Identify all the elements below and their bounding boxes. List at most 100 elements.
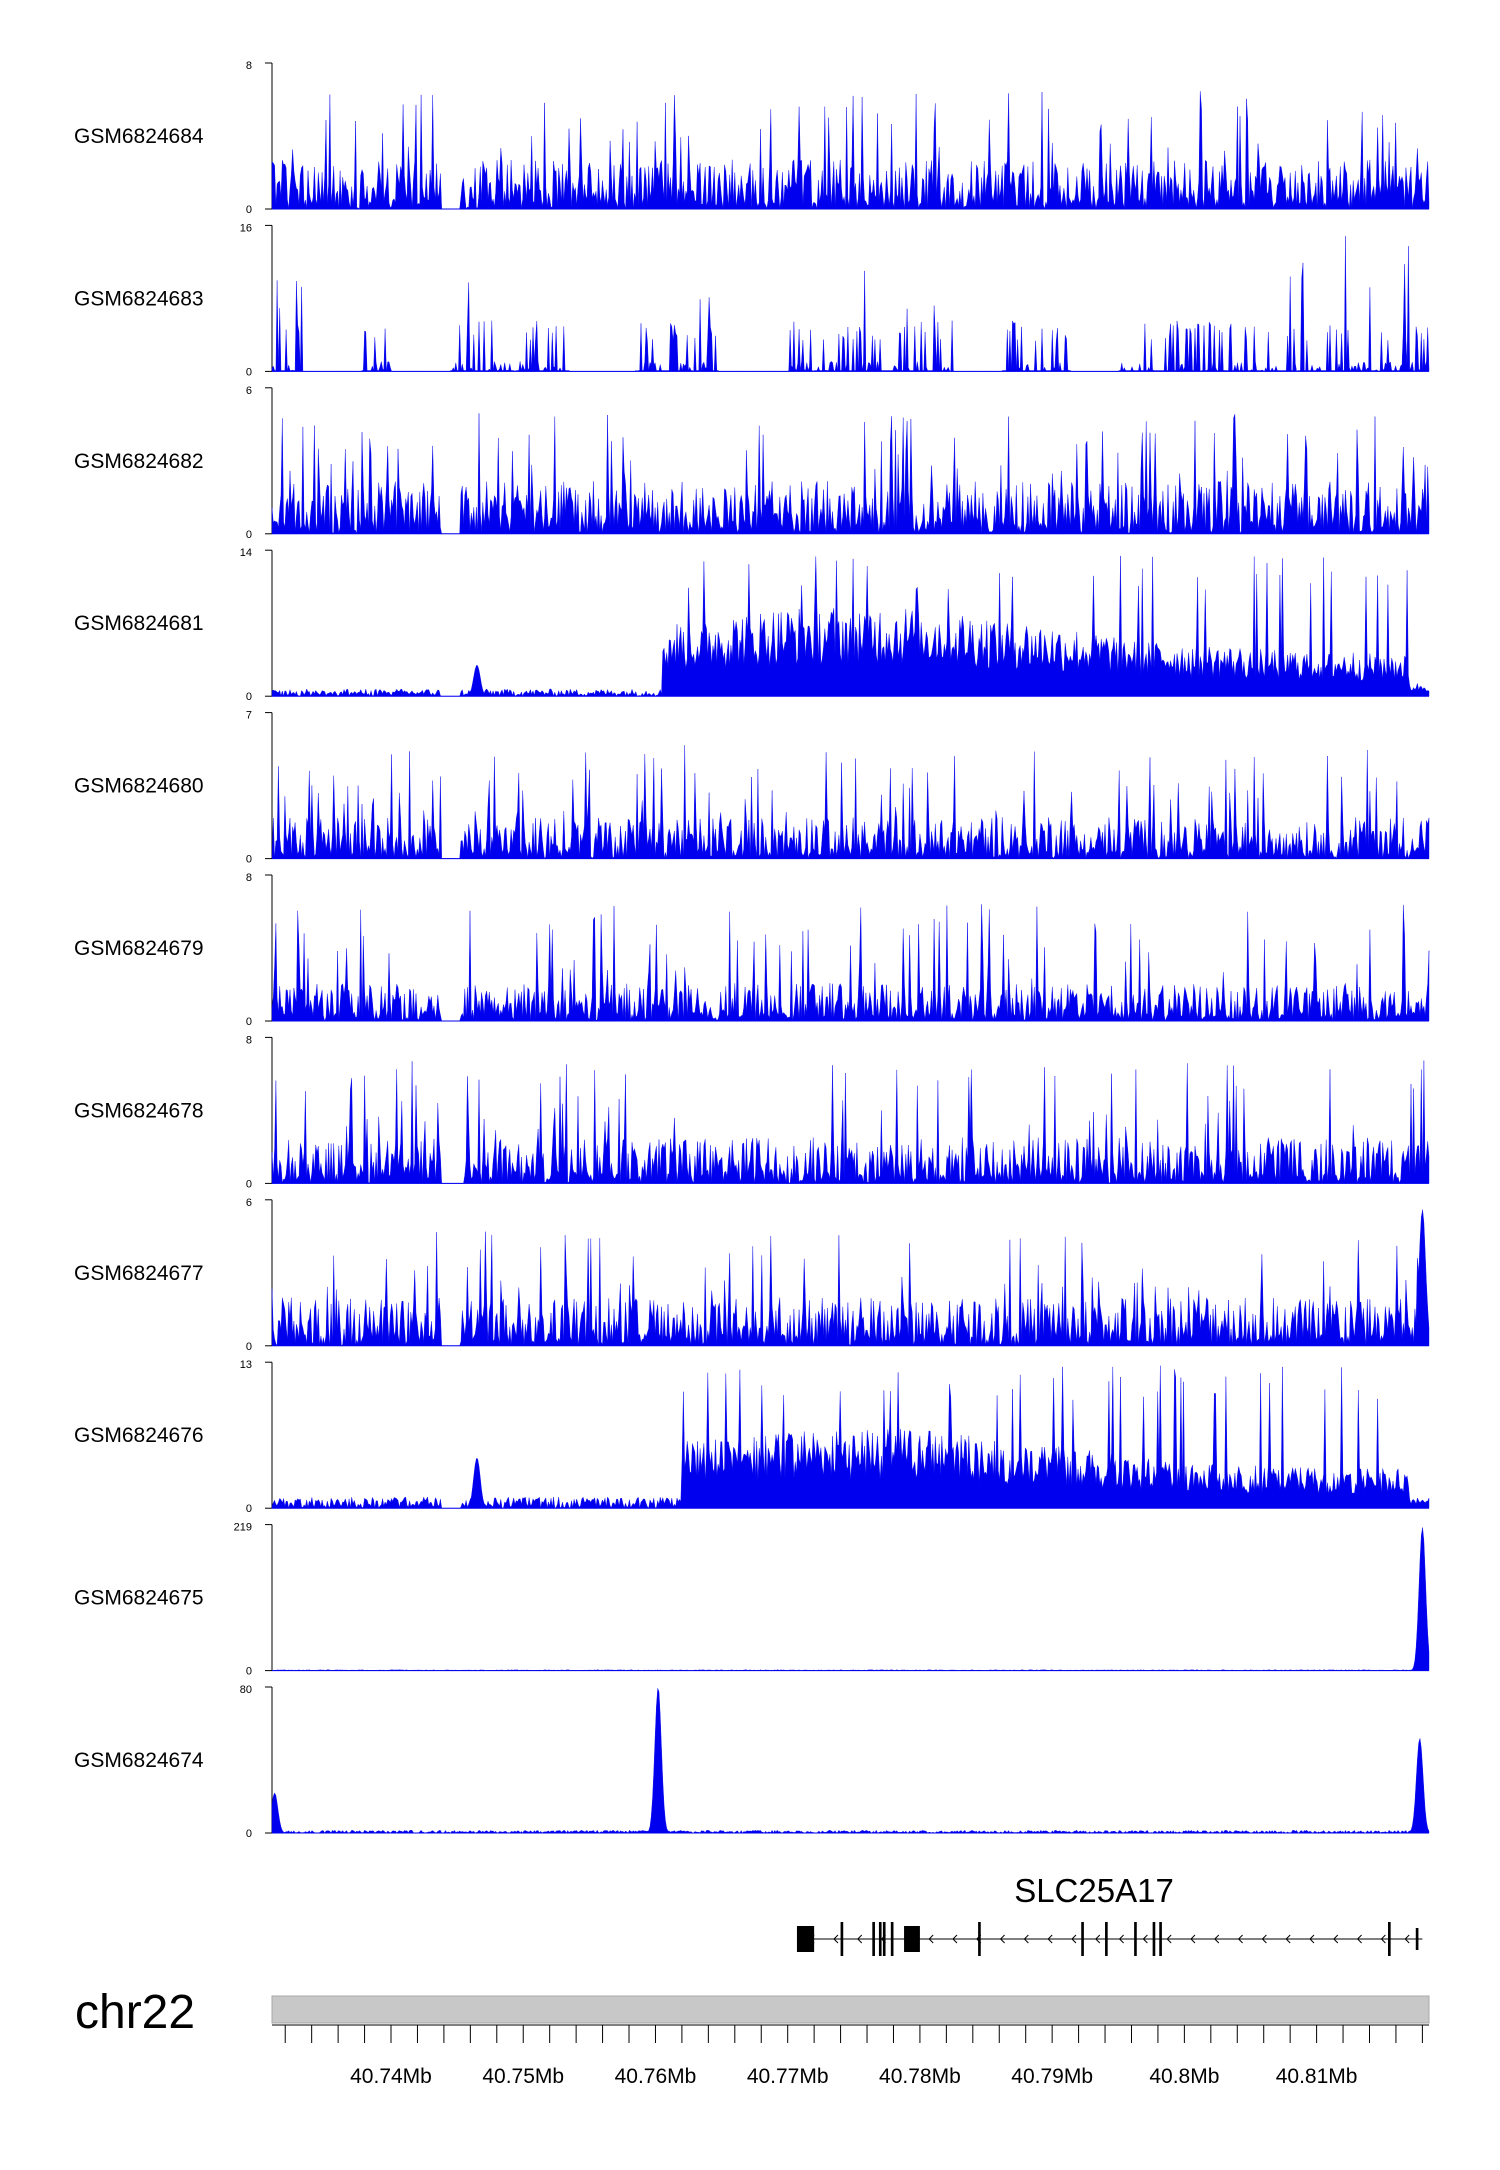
gene-exon xyxy=(840,1922,844,1956)
y-min-label: 0 xyxy=(246,1666,252,1678)
strand-arrow xyxy=(1404,1934,1410,1944)
axis-tick-label: 40.75Mb xyxy=(482,2065,564,2088)
y-max-label: 16 xyxy=(240,222,252,234)
coverage-area xyxy=(271,555,1430,697)
y-min-label: 0 xyxy=(246,1016,252,1028)
strand-arrow xyxy=(857,1934,863,1944)
strand-arrow xyxy=(1214,1934,1220,1944)
track-name-label: GSM6824682 xyxy=(74,450,204,473)
y-max-label: 6 xyxy=(246,385,252,397)
axis-tick-label: 40.77Mb xyxy=(747,2065,829,2088)
genome-axis: chr22 40.74Mb 40.75Mb 40.76Mb 40.77Mb 40.78M… xyxy=(75,1986,1430,2088)
coverage-tracks: GSM682468480GSM6824683160GSM682468260GSM… xyxy=(74,60,1430,1840)
strand-arrow xyxy=(1237,1934,1243,1944)
strand-arrow xyxy=(1190,1934,1196,1944)
track: GSM6824684 8 0 xyxy=(74,60,1430,216)
gene-exon xyxy=(1081,1922,1084,1956)
track: GSM6824674 80 0 xyxy=(74,1684,1430,1840)
track: GSM6824680 7 0 xyxy=(74,710,1430,866)
gene-exon xyxy=(878,1922,882,1956)
track-name-label: GSM6824681 xyxy=(74,612,204,635)
axis-tick-label: 40.74Mb xyxy=(350,2065,432,2088)
coverage-area xyxy=(271,91,1430,210)
y-max-label: 8 xyxy=(246,60,252,72)
gene-exon xyxy=(890,1922,894,1956)
track: GSM6824676 13 0 xyxy=(74,1359,1430,1515)
track: GSM6824677 6 0 xyxy=(74,1197,1430,1353)
track-name-label: GSM6824675 xyxy=(74,1587,204,1610)
y-max-label: 13 xyxy=(240,1359,252,1371)
track-name-label: GSM6824676 xyxy=(74,1424,204,1447)
strand-arrow xyxy=(1047,1934,1053,1944)
y-max-label: 8 xyxy=(246,872,252,884)
track-name-label: GSM6824678 xyxy=(74,1099,204,1122)
gene-exon xyxy=(1159,1922,1162,1956)
track-name-label: GSM6824677 xyxy=(74,1262,204,1285)
track: GSM6824678 8 0 xyxy=(74,1034,1430,1190)
y-max-label: 8 xyxy=(246,1034,252,1046)
coverage-area xyxy=(271,1527,1430,1671)
strand-arrow xyxy=(952,1934,958,1944)
gene-label: SLC25A17 xyxy=(1014,1872,1174,1909)
coverage-area xyxy=(271,745,1430,860)
coverage-area xyxy=(271,1365,1430,1509)
strand-arrow xyxy=(1380,1934,1386,1944)
y-min-label: 0 xyxy=(246,1503,252,1515)
strand-arrow xyxy=(928,1934,934,1944)
track-name-label: GSM6824679 xyxy=(74,937,204,960)
y-min-label: 0 xyxy=(246,854,252,866)
gene-exon xyxy=(1415,1928,1419,1950)
strand-arrow xyxy=(1309,1934,1315,1944)
track: GSM6824679 8 0 xyxy=(74,872,1430,1028)
gene-exon xyxy=(796,1926,815,1952)
coverage-area xyxy=(271,413,1430,534)
strand-arrow xyxy=(833,1934,839,1944)
y-max-label: 14 xyxy=(240,547,252,559)
gene-exon xyxy=(1105,1922,1108,1956)
axis-tick-label: 40.8Mb xyxy=(1149,2065,1219,2088)
gene-exon xyxy=(1388,1922,1391,1956)
y-max-label: 7 xyxy=(246,710,252,722)
axis-tick-label: 40.81Mb xyxy=(1276,2065,1358,2088)
gene-exon xyxy=(1152,1922,1156,1956)
strand-arrow xyxy=(1118,1934,1124,1944)
coverage-area xyxy=(271,1688,1430,1834)
track: GSM6824681 14 0 xyxy=(74,547,1430,703)
gene-exon xyxy=(872,1922,875,1956)
track: GSM6824683 16 0 xyxy=(74,222,1430,378)
y-max-label: 219 xyxy=(234,1522,252,1534)
strand-arrow xyxy=(1285,1934,1291,1944)
strand-arrow xyxy=(999,1934,1005,1944)
coverage-area xyxy=(271,1209,1430,1347)
gene-exon xyxy=(904,1926,920,1952)
gene-exon xyxy=(882,1922,886,1956)
axis-tick-label: 40.79Mb xyxy=(1011,2065,1093,2088)
y-min-label: 0 xyxy=(246,366,252,378)
strand-arrow xyxy=(1333,1934,1339,1944)
chromosome-label: chr22 xyxy=(75,1986,195,2039)
gene-exon xyxy=(978,1922,981,1956)
strand-arrow xyxy=(1071,1934,1077,1944)
y-min-label: 0 xyxy=(246,1828,252,1840)
gene-track: SLC25A17 xyxy=(796,1872,1423,1956)
strand-arrow xyxy=(1356,1934,1362,1944)
y-min-label: 0 xyxy=(246,529,252,541)
strand-arrow xyxy=(1261,1934,1267,1944)
y-min-label: 0 xyxy=(246,1341,252,1353)
y-max-label: 80 xyxy=(240,1684,252,1696)
ideogram-bar xyxy=(271,1995,1430,2024)
track-name-label: GSM6824680 xyxy=(74,775,204,798)
axis-tick-label: 40.76Mb xyxy=(615,2065,697,2088)
track-name-label: GSM6824684 xyxy=(74,125,204,148)
strand-arrow xyxy=(1166,1934,1172,1944)
strand-arrow xyxy=(1142,1934,1148,1944)
y-min-label: 0 xyxy=(246,1178,252,1190)
track-name-label: GSM6824674 xyxy=(74,1749,204,1772)
track-name-label: GSM6824683 xyxy=(74,287,204,310)
y-max-label: 6 xyxy=(246,1197,252,1209)
coverage-area xyxy=(271,904,1430,1022)
y-min-label: 0 xyxy=(246,691,252,703)
track: GSM6824675 219 0 xyxy=(74,1522,1430,1678)
coverage-area xyxy=(271,236,1430,373)
